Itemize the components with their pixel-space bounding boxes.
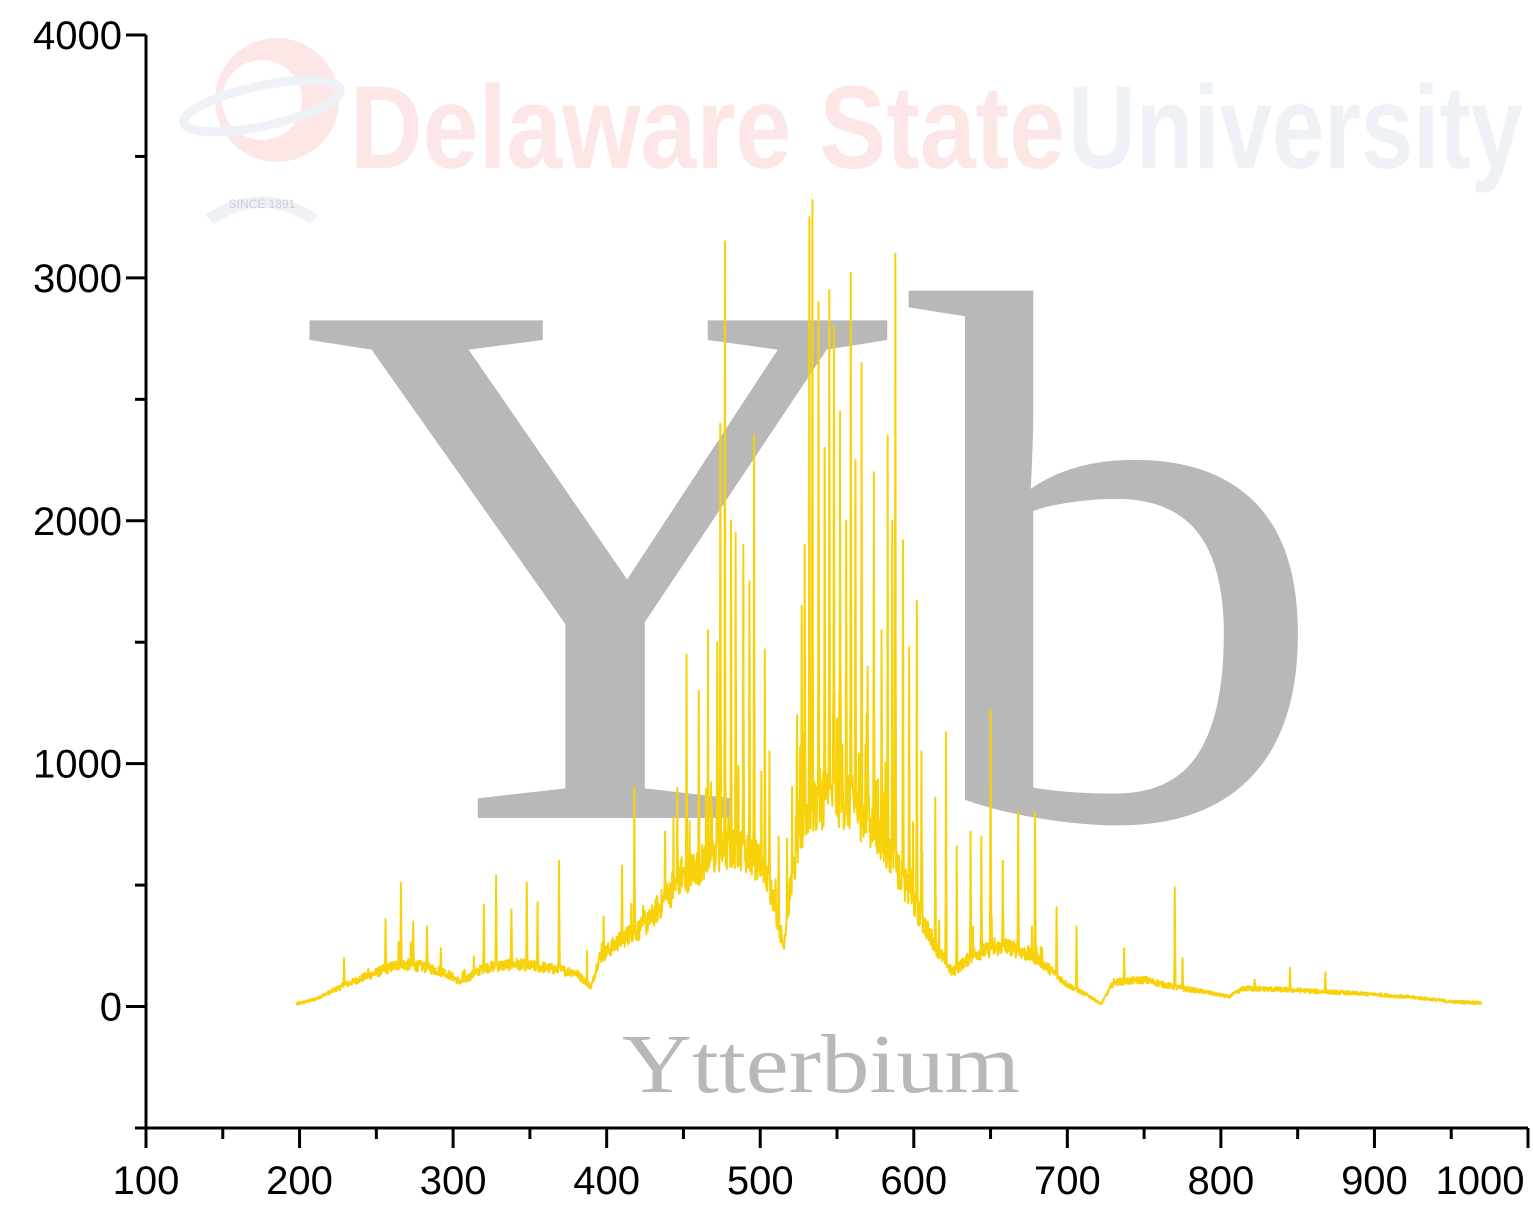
watermark-text-red: Delaware State [350, 62, 1065, 194]
x-tick-label: 100 [113, 1159, 180, 1203]
x-tick-label: 800 [1188, 1159, 1255, 1203]
x-ticks: 100 200 300 400 500 600 700 800 900 1000 [113, 1128, 1530, 1203]
y-tick-label: 4000 [33, 14, 122, 58]
element-name: Ytterbium [622, 1018, 1020, 1111]
y-tick-label: 2000 [33, 500, 122, 544]
x-tick-label: 500 [727, 1159, 794, 1203]
university-logo-icon: SINCE 1891 [179, 38, 345, 224]
y-tick-label: 0 [100, 986, 122, 1030]
x-tick-label: 1000 [1436, 1159, 1525, 1203]
x-tick-label: 900 [1341, 1159, 1408, 1203]
x-tick-label: 300 [420, 1159, 487, 1203]
x-tick-label: 400 [573, 1159, 640, 1203]
watermark-text-blue: University [1068, 62, 1523, 194]
x-tick-label: 700 [1034, 1159, 1101, 1203]
y-tick-label: 1000 [33, 743, 122, 787]
x-tick-label: 600 [880, 1159, 947, 1203]
axes: 0 1000 2000 3000 4000 100 200 300 400 500 600 700 8… [33, 14, 1530, 1203]
university-watermark: SINCE 1891 Delaware State University [179, 38, 1523, 224]
element-symbol: Yb [300, 142, 1330, 983]
spectrum-line [295, 199, 1483, 1006]
x-tick-label: 200 [266, 1159, 333, 1203]
y-ticks: 0 1000 2000 3000 4000 [33, 14, 146, 1130]
since-text: SINCE 1891 [229, 197, 296, 211]
y-tick-label: 3000 [33, 257, 122, 301]
